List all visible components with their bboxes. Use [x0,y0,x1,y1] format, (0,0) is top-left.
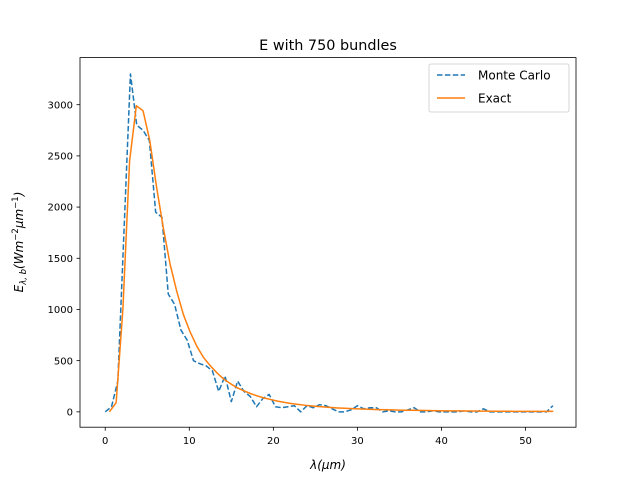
x-tick-label: 50 [519,436,532,447]
chart-title: E with 750 bundles [259,38,397,54]
y-label-unit-m: m [12,241,26,253]
y-tick-label: 3000 [48,100,73,111]
y-label-symbol: E [12,284,26,292]
legend-box [428,63,570,113]
series-line-exact [108,104,554,413]
y-tick-label: 2500 [48,151,73,162]
y-axis: 0 500 1000 1500 2000 2500 3000 [48,100,80,418]
legend: Monte Carlo Exact [428,63,570,113]
x-axis-label: λ(μm) [309,458,346,472]
y-tick-label: 0 [67,407,73,418]
y-label-subscript: λ, b [19,269,29,286]
y-label-unit-open: (W [12,251,26,269]
y-label-unit-close: ) [12,192,26,198]
y-tick-label: 1500 [48,254,73,265]
legend-label-monte-carlo: Monte Carlo [478,69,551,83]
x-tick-label: 10 [183,436,196,447]
x-tick-label: 40 [435,436,448,447]
plot-frame [79,57,577,428]
legend-label-exact: Exact [478,92,512,106]
x-axis: 0 10 20 30 40 50 [102,427,532,447]
series-layer [104,73,554,413]
y-tick-label: 500 [54,356,73,367]
y-label-exp2: −1 [11,196,21,209]
y-tick-label: 2000 [48,203,73,214]
y-tick-label: 1000 [48,305,73,316]
y-label-unit-m2: m [12,209,26,221]
x-tick-label: 30 [351,436,364,447]
y-label-unit-mu: μ [12,220,26,229]
x-tick-label: 0 [102,436,108,447]
x-tick-label: 20 [267,436,280,447]
y-label-exp1: −2 [11,228,21,241]
y-axis-label: Eλ, b(Wm−2μm−1) [11,192,29,293]
